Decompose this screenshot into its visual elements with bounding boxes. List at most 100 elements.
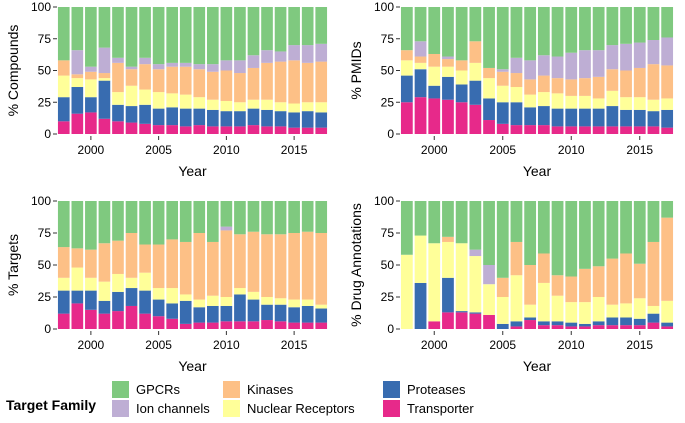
bar-ion-channels-2014 xyxy=(274,51,287,62)
bar-ion-channels-2010 xyxy=(220,226,233,231)
bar-ion-channels-2006 xyxy=(166,62,178,67)
bar-gpcrs-2009 xyxy=(207,201,219,242)
bar-nuclear-receptors-2013 xyxy=(606,304,619,318)
bar-nuclear-receptors-1998 xyxy=(57,277,70,291)
bar-kinases-2016 xyxy=(301,231,314,300)
x-tick-label-2015: 2015 xyxy=(281,338,308,352)
bar-kinases-2007 xyxy=(524,265,537,305)
bar-nuclear-receptors-2007 xyxy=(524,304,537,318)
bar-gpcrs-2004 xyxy=(483,201,495,265)
bar-gpcrs-1999 xyxy=(414,201,427,236)
bar-kinases-2012 xyxy=(592,76,605,99)
bar-transporter-2011 xyxy=(234,126,246,134)
bar-ion-channels-2009 xyxy=(207,64,219,72)
bar-proteases-2002 xyxy=(455,311,468,313)
bar-transporter-2003 xyxy=(469,313,482,329)
y-tick-label-100: 100 xyxy=(31,194,51,208)
bar-kinases-1998 xyxy=(400,50,413,61)
bar-proteases-2012 xyxy=(592,108,605,127)
legend-label-transporter: Transporter xyxy=(407,401,474,416)
y-tick-label-50: 50 xyxy=(38,258,52,272)
bar-transporter-2012 xyxy=(247,125,260,134)
bar-nuclear-receptors-1998 xyxy=(400,254,413,329)
x-axis-title: Year xyxy=(523,358,552,374)
bar-kinases-2012 xyxy=(592,266,605,297)
bar-nuclear-receptors-2015 xyxy=(633,97,646,110)
bar-transporter-1999 xyxy=(71,113,84,134)
y-tick-label-75: 75 xyxy=(38,32,52,46)
legend-label-gpcrs: GPCRs xyxy=(136,382,181,397)
bar-nuclear-receptors-2004 xyxy=(483,78,495,99)
bar-kinases-2009 xyxy=(551,275,564,296)
y-tick-label-75: 75 xyxy=(381,226,395,240)
bar-transporter-2002 xyxy=(455,312,468,329)
bar-ion-channels-2013 xyxy=(261,50,273,63)
bar-kinases-2014 xyxy=(620,253,632,304)
bar-gpcrs-2000 xyxy=(85,7,97,67)
bar-kinases-2012 xyxy=(247,67,260,100)
bar-gpcrs-2011 xyxy=(579,201,591,269)
bar-kinases-2000 xyxy=(428,53,441,67)
bar-proteases-2014 xyxy=(620,109,632,127)
bar-transporter-2003 xyxy=(125,122,138,134)
bar-gpcrs-2014 xyxy=(620,7,632,44)
bar-proteases-2003 xyxy=(469,80,482,105)
bar-transporter-1998 xyxy=(57,313,70,329)
bar-gpcrs-2007 xyxy=(179,201,192,242)
bar-transporter-2014 xyxy=(274,321,287,329)
bar-nuclear-receptors-2002 xyxy=(112,273,124,292)
bar-ion-channels-2015 xyxy=(633,42,646,68)
bar-kinases-2017 xyxy=(315,61,328,103)
bar-nuclear-receptors-2014 xyxy=(274,298,287,305)
bar-transporter-2008 xyxy=(537,325,550,329)
bar-nuclear-receptors-2012 xyxy=(592,98,605,109)
y-tick-label-25: 25 xyxy=(381,95,395,109)
bar-proteases-2005 xyxy=(496,102,509,124)
bar-transporter-1998 xyxy=(400,102,413,134)
bar-proteases-2001 xyxy=(98,80,111,119)
bar-transporter-2011 xyxy=(579,326,591,329)
bar-gpcrs-2017 xyxy=(315,7,328,44)
bar-nuclear-receptors-2002 xyxy=(455,70,468,85)
bar-gpcrs-1998 xyxy=(57,7,70,61)
bar-kinases-2009 xyxy=(207,71,219,100)
bar-transporter-2000 xyxy=(85,112,97,134)
bar-ion-channels-2017 xyxy=(315,43,328,62)
bar-proteases-2008 xyxy=(537,106,550,126)
bar-kinases-2000 xyxy=(85,71,97,80)
bar-transporter-2004 xyxy=(483,120,495,134)
bar-transporter-2016 xyxy=(301,322,314,329)
bar-kinases-2003 xyxy=(125,69,138,86)
bar-nuclear-receptors-2014 xyxy=(620,303,632,318)
legend-swatch-proteases xyxy=(383,381,400,398)
x-tick-label-2000: 2000 xyxy=(78,338,105,352)
bar-gpcrs-2008 xyxy=(537,7,550,56)
y-axis-title: % Targets xyxy=(5,234,21,296)
bar-kinases-2004 xyxy=(483,67,495,79)
bar-nuclear-receptors-2016 xyxy=(647,305,660,314)
bar-proteases-2002 xyxy=(112,104,124,122)
bar-proteases-2003 xyxy=(125,106,138,123)
y-tick-label-75: 75 xyxy=(381,32,395,46)
bar-kinases-2003 xyxy=(125,233,138,278)
bar-proteases-2013 xyxy=(261,109,273,127)
bar-kinases-2002 xyxy=(112,62,124,93)
bar-gpcrs-2016 xyxy=(301,201,314,232)
bar-nuclear-receptors-2014 xyxy=(620,97,632,110)
x-axis-title: Year xyxy=(178,358,207,374)
bar-kinases-2006 xyxy=(510,241,523,276)
bar-ion-channels-2002 xyxy=(112,57,124,63)
bar-transporter-2010 xyxy=(565,126,578,134)
bar-gpcrs-2013 xyxy=(261,7,273,51)
bar-gpcrs-2010 xyxy=(220,201,233,227)
bar-proteases-2012 xyxy=(247,108,260,126)
bar-proteases-1999 xyxy=(71,87,84,114)
bar-nuclear-receptors-1999 xyxy=(414,62,427,70)
bar-transporter-2000 xyxy=(428,321,441,329)
bar-gpcrs-1998 xyxy=(400,7,413,51)
bar-ion-channels-2003 xyxy=(469,249,482,257)
bar-proteases-1999 xyxy=(414,69,427,98)
bar-gpcrs-1998 xyxy=(57,201,70,248)
bar-transporter-2016 xyxy=(301,127,314,134)
bar-kinases-1999 xyxy=(71,248,84,268)
